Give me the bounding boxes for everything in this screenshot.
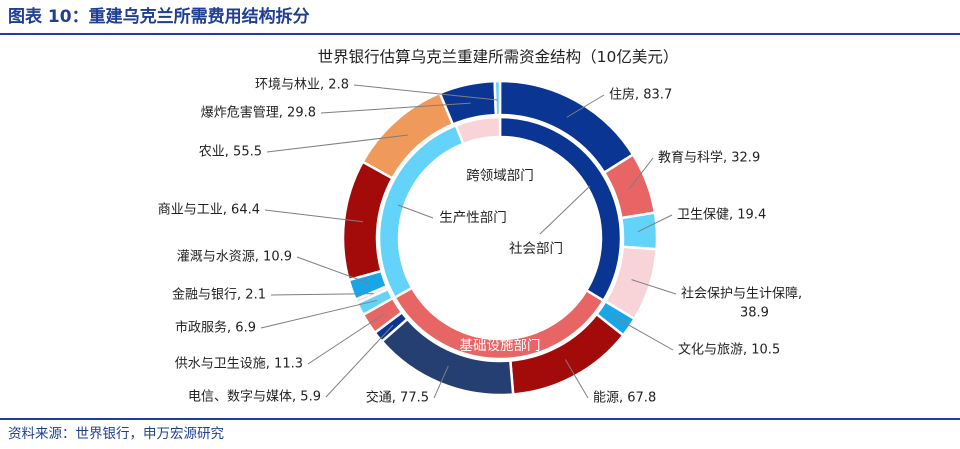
leader-line-1 xyxy=(628,157,654,190)
leader-line-6 xyxy=(433,365,449,399)
outer-label-3-value: 38.9 xyxy=(740,306,769,321)
outer-label-15: 环境与林业, 2.8 xyxy=(255,78,349,93)
leader-line-3 xyxy=(631,279,677,295)
inner-label-2: 生产性部门 xyxy=(439,210,507,226)
title-rule xyxy=(0,33,960,35)
leader-line-10 xyxy=(270,293,374,296)
outer-label-2: 卫生保健, 19.4 xyxy=(677,208,766,223)
figure-title: 图表 10：重建乌克兰所需费用结构拆分 xyxy=(8,7,310,27)
outer-label-4: 文化与旅游, 10.5 xyxy=(678,343,780,358)
inner-slice-3 xyxy=(454,115,502,146)
outer-slice-15 xyxy=(493,79,502,117)
outer-label-11: 灌溉与水资源, 10.9 xyxy=(177,250,292,265)
inner-label-0: 社会部门 xyxy=(509,241,563,257)
leader-line-2 xyxy=(637,214,673,233)
inner-label-3: 跨领域部门 xyxy=(466,168,534,184)
outer-label-6: 交通, 77.5 xyxy=(366,390,429,406)
leader-line-5 xyxy=(564,359,589,399)
outer-label-7: 电信、数字与媒体, 5.9 xyxy=(188,390,321,405)
leader-line-0 xyxy=(566,94,605,118)
outer-label-10: 金融与银行, 2.1 xyxy=(172,287,266,303)
leader-line-4 xyxy=(613,316,674,351)
leader-line-14 xyxy=(320,102,471,114)
outer-label-3: 社会保护与生计保障, xyxy=(681,286,802,302)
outer-label-9: 市政服务, 6.9 xyxy=(175,320,256,336)
inner-label-1: 基础设施部门 xyxy=(460,337,541,354)
outer-label-12: 商业与工业, 64.4 xyxy=(158,203,260,218)
outer-label-5: 能源, 67.8 xyxy=(593,391,656,406)
outer-label-14: 爆炸危害管理, 29.8 xyxy=(201,105,316,121)
inner-leader-0 xyxy=(539,185,591,235)
leader-line-13 xyxy=(266,134,409,153)
outer-label-0: 住房, 83.7 xyxy=(609,87,672,103)
inner-leader-2 xyxy=(397,204,434,219)
outer-label-8: 供水与卫生设施, 11.3 xyxy=(175,357,303,372)
leader-line-8 xyxy=(307,313,385,365)
source-rule xyxy=(0,418,960,420)
inner-ring xyxy=(377,115,623,361)
source-note: 资料来源：世界银行，申万宏源研究 xyxy=(8,426,224,442)
outer-labels: 住房, 83.7 教育与科学, 32.9 卫生保健, 19.4 社会保护与生计保障, 3… xyxy=(158,78,802,406)
leader-lines xyxy=(260,84,677,399)
leader-line-12 xyxy=(264,209,364,223)
leader-line-15 xyxy=(353,84,498,101)
outer-label-13: 农业, 55.5 xyxy=(199,145,262,160)
leader-line-7 xyxy=(325,324,394,398)
chart-title: 世界银行估算乌克兰重建所需资金结构（10亿美元） xyxy=(318,47,679,66)
outer-ring xyxy=(341,79,659,397)
leader-line-9 xyxy=(260,299,378,329)
leader-line-11 xyxy=(296,256,370,285)
outer-label-1: 教育与科学, 32.9 xyxy=(658,150,760,166)
